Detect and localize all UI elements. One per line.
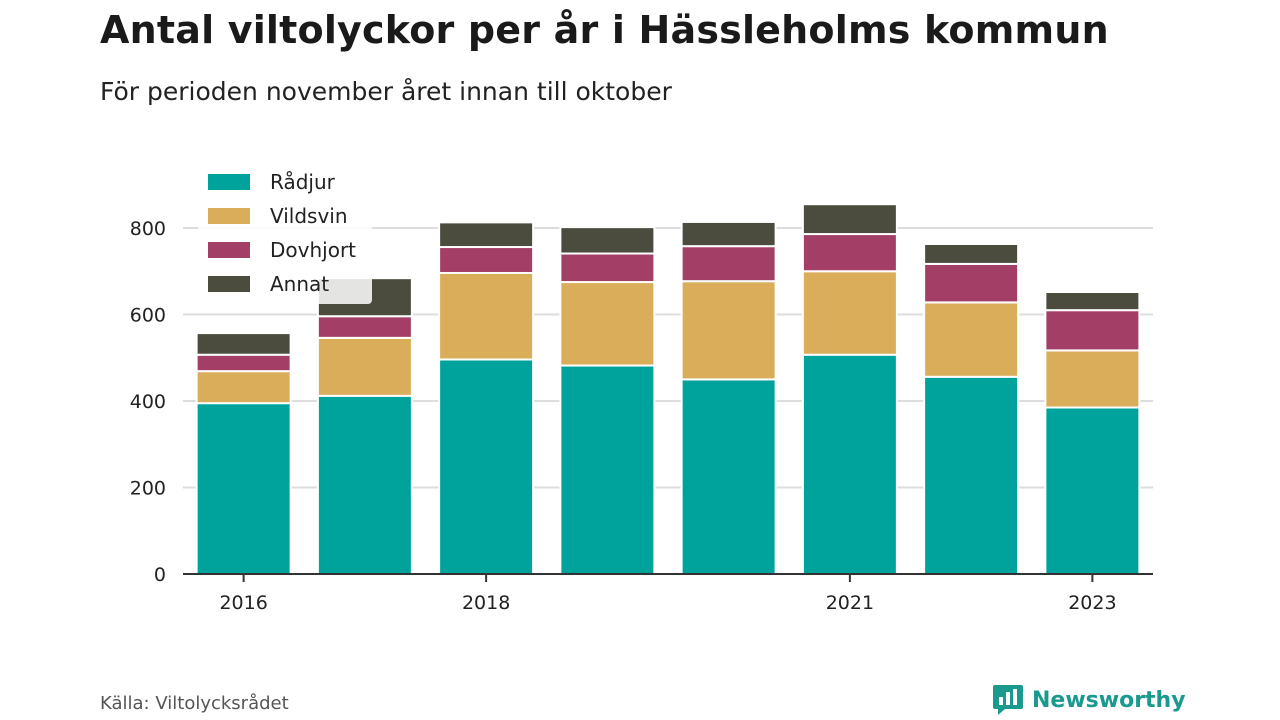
bar-segment-dovhjort — [195, 353, 292, 373]
bar-segment-dovhjort — [316, 315, 413, 339]
bar-segment-dovhjort — [438, 246, 535, 274]
brand-name: Newsworthy — [1032, 687, 1186, 713]
bar-segment-rådjur — [195, 402, 292, 575]
axes: 0 200 400 600 800 2016 2018 2021 2023 — [130, 218, 1153, 614]
newsworthy-logo-icon — [993, 685, 1023, 715]
bar-segment-dovhjort — [559, 252, 656, 284]
legend-swatch-annat — [208, 276, 250, 292]
source-note: Källa: Viltolycksrådet — [100, 693, 289, 714]
legend-swatch-rådjur — [208, 174, 250, 190]
bar-segment-vildsvin — [195, 370, 292, 405]
bar-segment-vildsvin — [801, 270, 898, 356]
legend-label-vildsvin: Vildsvin — [270, 204, 348, 228]
bar-segment-vildsvin — [438, 271, 535, 361]
chart-subtitle: För perioden november året innan till ok… — [100, 77, 672, 106]
bar-segment-rådjur — [923, 375, 1020, 575]
bar-segment-dovhjort — [801, 233, 898, 273]
bar-segment-rådjur — [316, 394, 413, 575]
bar-segment-annat — [1044, 291, 1141, 312]
y-tick-label: 400 — [130, 391, 166, 413]
bar-segment-vildsvin — [559, 281, 656, 367]
bar-segment-vildsvin — [1044, 349, 1141, 409]
legend-swatch-vildsvin — [208, 208, 250, 224]
bar-segment-rådjur — [680, 378, 777, 575]
x-tick-label: 2016 — [219, 592, 267, 614]
x-tick-label: 2021 — [826, 592, 874, 614]
bar-segment-rådjur — [801, 353, 898, 575]
bar-segment-dovhjort — [680, 245, 777, 283]
bars — [195, 203, 1141, 576]
x-tick-label: 2018 — [462, 592, 510, 614]
x-tick-label: 2023 — [1068, 592, 1116, 614]
legend: Rådjur Vildsvin Dovhjort Annat — [198, 164, 372, 304]
legend-swatch-dovhjort — [208, 242, 250, 258]
legend-label-annat: Annat — [270, 272, 329, 296]
brand-logo: Newsworthy — [992, 682, 1186, 718]
y-tick-label: 200 — [130, 478, 166, 500]
bar-segment-vildsvin — [923, 301, 1020, 378]
bar-segment-annat — [923, 243, 1020, 265]
chart-title: Antal viltolyckor per år i Hässleholms k… — [100, 8, 1109, 52]
bar-segment-dovhjort — [923, 262, 1020, 304]
bar-segment-rådjur — [1044, 406, 1141, 575]
bar-segment-rådjur — [559, 364, 656, 575]
bar-segment-annat — [195, 332, 292, 356]
bar-segment-vildsvin — [316, 336, 413, 397]
bar-segment-annat — [801, 203, 898, 236]
y-tick-label: 800 — [130, 218, 166, 240]
bar-segment-annat — [680, 220, 777, 248]
bar-segment-rådjur — [438, 358, 535, 576]
legend-label-rådjur: Rådjur — [270, 170, 336, 194]
y-tick-label: 0 — [154, 564, 166, 586]
bar-segment-vildsvin — [680, 280, 777, 381]
legend-background — [198, 164, 372, 304]
legend-label-dovhjort: Dovhjort — [270, 238, 356, 262]
y-tick-label: 600 — [130, 305, 166, 327]
bar-segment-annat — [438, 221, 535, 249]
bar-segment-dovhjort — [1044, 309, 1141, 352]
bar-segment-annat — [559, 226, 656, 255]
